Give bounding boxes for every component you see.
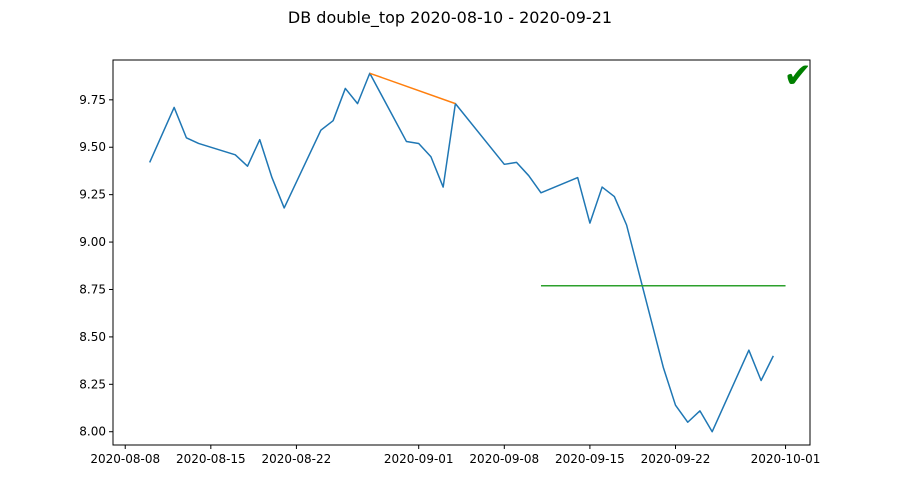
y-axis: 8.00 8.25 8.50 8.75 9.00 9.25 9.50 9.75 xyxy=(79,93,113,439)
y-tick-label: 8.00 xyxy=(79,425,106,439)
x-tick-label: 2020-08-15 xyxy=(176,452,246,466)
x-tick-label: 2020-08-08 xyxy=(90,452,160,466)
x-tick-label: 2020-10-01 xyxy=(751,452,821,466)
series-line-0 xyxy=(148,72,774,433)
series-line-1 xyxy=(369,72,456,105)
y-tick-label: 9.75 xyxy=(79,93,106,107)
x-axis: 2020-08-08 2020-08-15 2020-08-22 2020-09-01… xyxy=(90,445,820,466)
plot-area xyxy=(112,59,811,446)
x-tick-label: 2020-09-15 xyxy=(555,452,625,466)
y-tick-label: 8.50 xyxy=(79,330,106,344)
y-tick-label: 8.75 xyxy=(79,282,106,296)
y-tick-label: 8.25 xyxy=(79,377,106,391)
x-tick-label: 2020-08-22 xyxy=(262,452,332,466)
y-tick-label: 9.50 xyxy=(79,140,106,154)
x-tick-label: 2020-09-22 xyxy=(641,452,711,466)
series-layer xyxy=(148,72,786,433)
y-tick-label: 9.25 xyxy=(79,188,106,202)
x-tick-label: 2020-09-08 xyxy=(469,452,539,466)
chart-title: DB double_top 2020-08-10 - 2020-09-21 xyxy=(288,8,612,28)
y-tick-label: 9.00 xyxy=(79,235,106,249)
check-mark-icon: ✔ xyxy=(784,56,813,96)
x-tick-label: 2020-09-01 xyxy=(384,452,454,466)
